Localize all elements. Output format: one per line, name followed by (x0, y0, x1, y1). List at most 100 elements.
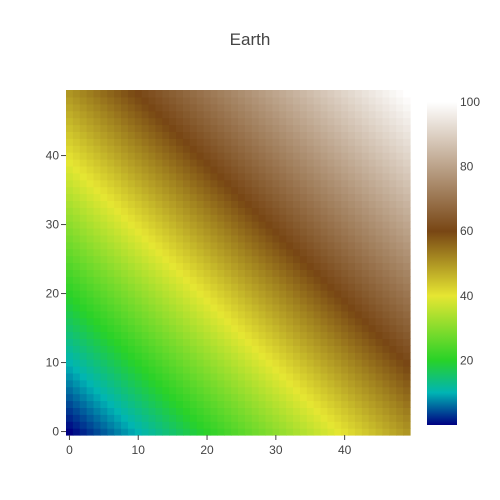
heatmap-cell (127, 172, 136, 181)
heatmap-cell (389, 324, 397, 333)
heatmap-cell (286, 234, 294, 243)
heatmap-cell (148, 145, 157, 153)
heatmap-cell (155, 131, 163, 139)
heatmap-cell (79, 103, 88, 112)
heatmap-cell (327, 290, 335, 298)
heatmap-cell (189, 103, 198, 112)
heatmap-cell (403, 221, 411, 229)
heatmap-cell (182, 290, 191, 298)
heatmap-cell (306, 165, 315, 174)
heatmap-cell (320, 103, 329, 112)
x-tick-label: 10 (132, 443, 146, 457)
heatmap-cell (79, 269, 88, 277)
heatmap-cell (114, 124, 122, 132)
heatmap-cell (327, 386, 335, 395)
heatmap-cell (348, 159, 356, 167)
heatmap-cell (361, 255, 370, 264)
heatmap-cell (341, 407, 349, 415)
heatmap-cell (348, 262, 356, 270)
heatmap-cell (354, 179, 363, 188)
heatmap-cell (334, 124, 342, 132)
heatmap-cell (148, 352, 157, 360)
heatmap-cell (334, 366, 342, 374)
heatmap-cell (169, 207, 177, 215)
heatmap-cell (134, 207, 143, 215)
heatmap-cell (361, 428, 370, 436)
heatmap-cell (382, 310, 390, 319)
heatmap-cell (86, 297, 95, 305)
heatmap-cell (389, 228, 397, 236)
heatmap-cell (224, 207, 232, 215)
heatmap-cell (141, 241, 150, 250)
heatmap-cell (79, 338, 88, 346)
heatmap-cell (224, 248, 232, 257)
heatmap-cell (286, 393, 294, 402)
heatmap-cell (293, 276, 301, 284)
heatmap-cell (258, 283, 267, 291)
heatmap-cell (293, 248, 301, 257)
heatmap-cell (403, 207, 411, 215)
heatmap-cell (217, 193, 225, 201)
heatmap-cell (361, 179, 370, 188)
heatmap-cell (403, 352, 411, 360)
heatmap-cell (107, 103, 115, 112)
heatmap-cell (86, 400, 95, 408)
heatmap-cell (403, 179, 411, 188)
heatmap-cell (361, 200, 370, 208)
heatmap-cell (272, 400, 280, 408)
heatmap-cell (169, 283, 177, 291)
heatmap-cell (196, 159, 205, 167)
heatmap-cell (182, 193, 191, 201)
heatmap-cell (203, 414, 212, 422)
heatmap-cell (251, 117, 260, 126)
heatmap-cell (375, 283, 384, 291)
heatmap-cell (231, 386, 239, 395)
heatmap-cell (272, 262, 280, 270)
heatmap-cell (189, 248, 198, 257)
heatmap-cell (293, 152, 301, 160)
heatmap-cell (299, 317, 308, 326)
heatmap-cell (141, 228, 150, 236)
heatmap-cell (127, 248, 136, 257)
heatmap-cell (72, 393, 81, 402)
heatmap-cell (348, 407, 356, 415)
heatmap-cell (382, 290, 390, 298)
heatmap-cell (217, 352, 225, 360)
heatmap-cell (238, 352, 246, 360)
heatmap-cell (306, 338, 315, 346)
heatmap-cell (66, 324, 74, 333)
heatmap-cell (121, 276, 129, 284)
heatmap-cell (299, 165, 308, 174)
heatmap-cell (299, 234, 308, 243)
heatmap-cell (354, 359, 363, 367)
heatmap-cell (382, 165, 390, 174)
heatmap-cell (272, 214, 280, 222)
heatmap-cell (313, 214, 322, 222)
heatmap-cell (169, 255, 177, 264)
heatmap-cell (134, 214, 143, 222)
heatmap-cell (107, 421, 115, 429)
heatmap-cell (100, 179, 108, 188)
heatmap-cell (382, 131, 390, 139)
heatmap-cell (368, 317, 377, 326)
heatmap-cell (299, 269, 308, 277)
heatmap-cell (66, 407, 74, 415)
heatmap-cell (114, 131, 122, 139)
heatmap-cell (86, 145, 95, 153)
heatmap-cell (396, 228, 404, 236)
heatmap-cell (189, 359, 198, 367)
heatmap-cell (176, 428, 184, 436)
heatmap-cell (320, 96, 329, 105)
heatmap-cell (86, 324, 95, 333)
heatmap-cell (176, 172, 184, 181)
heatmap-cell (148, 317, 157, 326)
heatmap-cell (79, 359, 88, 367)
heatmap-cell (72, 414, 81, 422)
heatmap-cell (189, 366, 198, 374)
heatmap-cell (134, 352, 143, 360)
heatmap-cell (203, 255, 212, 264)
heatmap-cell (382, 124, 390, 132)
heatmap-cell (134, 124, 143, 132)
heatmap-cell (341, 131, 349, 139)
heatmap-cell (134, 241, 143, 250)
